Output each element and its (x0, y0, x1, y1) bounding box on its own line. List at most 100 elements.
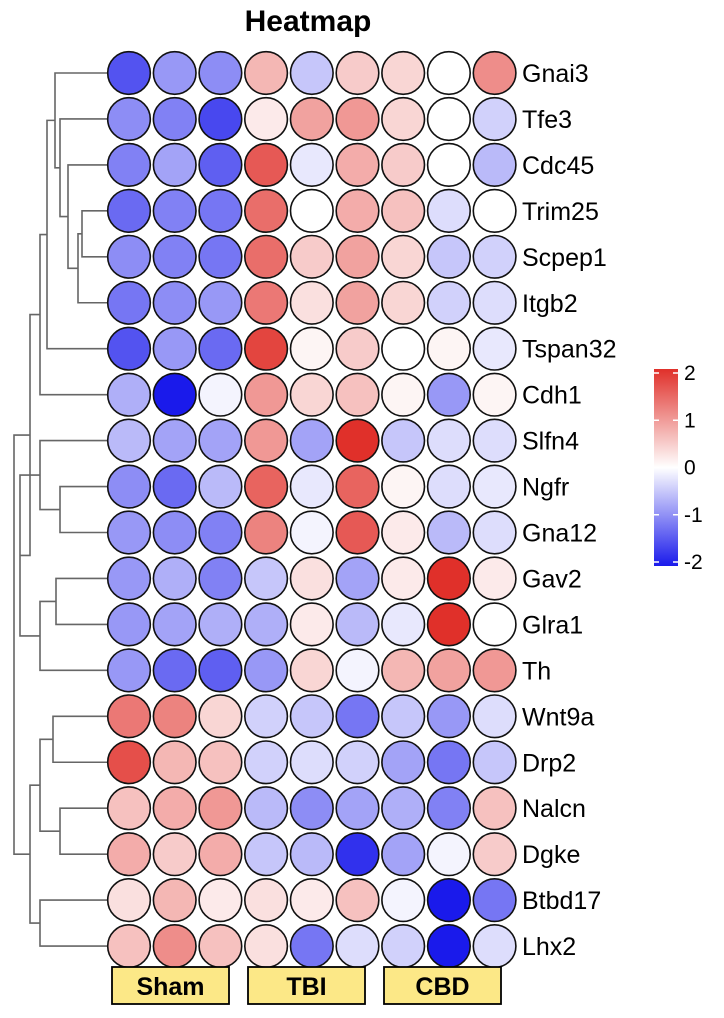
heatmap-cell (244, 556, 289, 601)
heatmap-cell (381, 464, 426, 509)
heatmap-cell (426, 188, 472, 233)
heatmap-cell (198, 418, 243, 463)
heatmap-cell (152, 694, 197, 739)
heatmap-cell (289, 418, 334, 463)
heatmap-cell (335, 602, 380, 647)
heatmap-cell (289, 326, 334, 371)
heatmap-cell (198, 50, 243, 96)
heatmap-cell (472, 877, 517, 923)
heatmap-cell (244, 142, 289, 187)
heatmap-cell (244, 923, 289, 969)
heatmap-cell (289, 142, 334, 187)
heatmap-cell (381, 923, 426, 969)
heatmap-cell (152, 372, 197, 417)
heatmap-cell (472, 556, 517, 601)
row-label: Drp2 (522, 749, 576, 777)
heatmap-cell (106, 648, 152, 693)
heatmap-cell (289, 877, 334, 923)
heatmap-cell (198, 877, 243, 923)
row-label: Wnt9a (522, 703, 594, 731)
heatmap-cell (106, 923, 152, 969)
heatmap-cell (244, 602, 289, 647)
heatmap-cell (244, 50, 289, 96)
colorbar-legend: 2 1 0 -1 -2 (654, 362, 703, 574)
row-label: Nalcn (522, 795, 586, 823)
row-label: Dgke (522, 841, 580, 869)
heatmap-cell (472, 510, 517, 555)
heatmap-cell (289, 280, 334, 325)
colorbar-tick-label: 1 (684, 409, 696, 432)
heatmap-cell (289, 923, 334, 969)
heatmap-cell (198, 556, 243, 601)
heatmap-cell (472, 694, 517, 739)
dendrogram-branch (46, 119, 107, 350)
row-label: Gna12 (522, 520, 597, 548)
heatmap-cell (381, 50, 426, 96)
heatmap-cell (289, 372, 334, 417)
heatmap-cell (244, 510, 289, 555)
dendrogram-branch (39, 600, 107, 672)
heatmap-cell (472, 923, 517, 969)
heatmap-cell (152, 556, 197, 601)
heatmap-cell (289, 464, 334, 509)
heatmap-cell (381, 96, 426, 142)
heatmap-cell (426, 464, 472, 509)
heatmap-cell (335, 142, 380, 187)
heatmap-cell (472, 142, 517, 187)
row-label: Gav2 (522, 566, 582, 594)
heatmap-cell (106, 418, 152, 463)
heatmap-cell (106, 464, 152, 509)
heatmap-cell (198, 142, 243, 187)
heatmap-cell (426, 280, 472, 325)
heatmap-cell (381, 602, 426, 647)
heatmap-cell (198, 740, 243, 785)
heatmap-cell (426, 923, 472, 969)
colorbar-tick-label: 0 (684, 457, 696, 480)
heatmap-cell (335, 418, 380, 463)
heatmap-cell (426, 326, 472, 371)
row-label: Trim25 (522, 198, 599, 226)
heatmap-cell (152, 923, 197, 969)
heatmap-cell (152, 648, 197, 693)
colorbar-tick-label: 2 (684, 362, 696, 385)
group-label: CBD (415, 973, 469, 1001)
heatmap-cell (198, 510, 243, 555)
heatmap-cell (381, 786, 426, 831)
dendrogram-branch (39, 439, 107, 511)
dendrogram-branch (59, 485, 107, 534)
heatmap-cell (472, 464, 517, 509)
heatmap-cell (426, 740, 472, 785)
heatmap-cell (381, 142, 426, 187)
dendrogram-branch (59, 807, 107, 855)
heatmap-cell (426, 96, 472, 142)
dendrogram-branch (39, 899, 107, 947)
row-label: Lhx2 (522, 933, 576, 961)
heatmap-cell (198, 280, 243, 325)
heatmap-cell (152, 877, 197, 923)
heatmap-cell (198, 832, 243, 877)
heatmap-cell (244, 877, 289, 923)
row-label: Btbd17 (522, 887, 601, 915)
heatmap-cell (335, 234, 380, 279)
group-box (247, 966, 366, 1005)
row-label: Cdh1 (522, 382, 582, 410)
heatmap-cell (335, 923, 380, 969)
heatmap-cell (106, 740, 152, 785)
heatmap-cells (106, 50, 517, 969)
heatmap-cell (426, 234, 472, 279)
heatmap-cell (289, 602, 334, 647)
heatmap-cell (106, 510, 152, 555)
heatmap-cell (335, 648, 380, 693)
heatmap-cell (335, 786, 380, 831)
heatmap-cell (335, 556, 380, 601)
heatmap-cell (335, 50, 380, 96)
heatmap-cell (426, 832, 472, 877)
group-box (383, 966, 502, 1005)
row-label: Ngfr (522, 474, 569, 502)
heatmap-cell (426, 418, 472, 463)
heatmap-cell (335, 832, 380, 877)
heatmap-cell (198, 326, 243, 371)
dendrogram-branch (54, 72, 107, 169)
row-label: Tspan32 (522, 336, 617, 364)
heatmap-cell (472, 372, 517, 417)
